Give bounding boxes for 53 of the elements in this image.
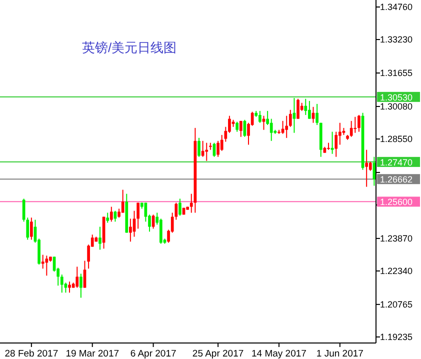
y-tick-label: 1.33230: [380, 34, 413, 44]
candlestick: [304, 98, 308, 116]
candlestick: [129, 218, 132, 242]
candlestick: [334, 131, 338, 158]
candlestick: [236, 121, 239, 132]
candlestick: [106, 212, 110, 224]
candlestick: [98, 226, 102, 250]
ref-line-label: 1.26662: [380, 174, 413, 185]
candlestick: [30, 217, 33, 240]
y-tick-label: 1.19235: [380, 332, 413, 342]
candlestick: [76, 266, 79, 288]
y-tick-label: 1.28550: [380, 134, 413, 144]
candlestick: [216, 140, 220, 158]
x-tick-label: 25 Apr 2017: [192, 348, 244, 359]
candlestick: [296, 98, 300, 120]
y-tick-label: 1.31655: [380, 68, 413, 78]
candlestick: [60, 274, 64, 294]
candlestick: [121, 189, 124, 214]
candlestick: [270, 118, 273, 142]
candlestick: [365, 149, 368, 188]
x-tick-label: 19 Mar 2017: [66, 348, 120, 359]
candlestick: [159, 218, 162, 244]
y-tick-label: 1.23870: [380, 233, 413, 244]
candlestick: [239, 120, 242, 138]
candlestick: [330, 131, 334, 154]
candlestick: [45, 255, 48, 276]
ref-line-label: 1.27470: [380, 157, 413, 168]
candlestick: [350, 120, 353, 138]
candlestick: [288, 109, 292, 128]
candlestick: [152, 214, 155, 230]
candlestick: [198, 137, 200, 158]
y-tick-label: 1.30080: [380, 101, 413, 112]
candlestick: [258, 110, 262, 124]
y-tick-label: 1.22340: [380, 266, 413, 276]
text: 英镑/美元日线图: [82, 40, 177, 55]
x-tick-label: 14 May 2017: [252, 348, 306, 359]
candlestick: [285, 115, 288, 138]
candlestick: [110, 206, 113, 222]
candlestick: [316, 103, 318, 126]
ref-line-label: 1.30530: [380, 92, 413, 102]
candlestick: [308, 100, 311, 120]
candlestick: [80, 273, 82, 298]
y-tick-label: 1.34760: [380, 2, 413, 12]
y-tick-label: 1.20765: [380, 299, 413, 310]
candlestick: [178, 198, 182, 216]
candlestick: [368, 161, 372, 172]
ref-line-label: 1.25600: [380, 197, 413, 208]
candlestick: [338, 122, 342, 146]
candlestick: [358, 114, 360, 132]
x-tick-label: 6 Apr 2017: [130, 348, 176, 359]
x-tick-label: 28 Feb 2017: [4, 348, 58, 359]
candlestick: [354, 116, 357, 134]
x-tick-label: 1 Jun 2017: [316, 348, 364, 359]
